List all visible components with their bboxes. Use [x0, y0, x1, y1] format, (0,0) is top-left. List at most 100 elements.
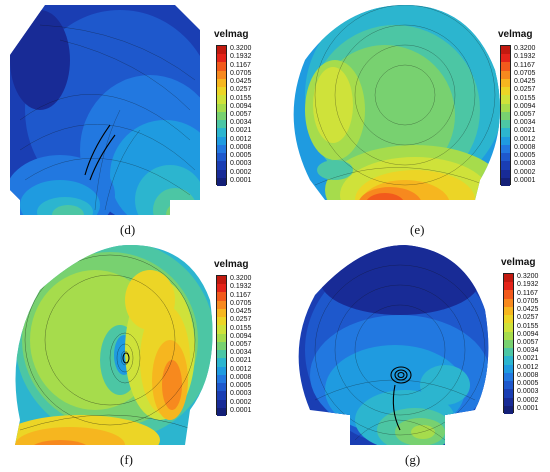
legend-swatch — [217, 62, 226, 72]
legend-swatch — [504, 356, 513, 366]
legend-swatch — [217, 292, 226, 302]
legend-level-label: 0.0012 — [514, 135, 536, 143]
legend-level-label: 0.0001 — [230, 176, 252, 184]
legend-swatch — [501, 144, 510, 154]
legend-swatch — [501, 136, 510, 146]
legend-level-label: 0.0094 — [517, 330, 539, 338]
legend-swatch — [217, 300, 226, 310]
legend-swatch — [217, 78, 226, 88]
legend-swatch — [501, 169, 510, 179]
legend-swatch — [501, 46, 510, 55]
legend-level-label: 0.1167 — [517, 289, 538, 297]
legend-level-label: 0.0705 — [230, 69, 252, 77]
legend-swatch — [217, 70, 226, 80]
legend-swatch — [217, 383, 226, 392]
legend-swatch — [504, 331, 513, 341]
legend-swatch — [217, 399, 226, 409]
legend-level-label: 0.0057 — [230, 341, 252, 348]
legend-level-label: 0.0257 — [230, 86, 252, 94]
legend-level-label: 0.0155 — [514, 94, 536, 102]
legend-level-label: 0.0705 — [514, 69, 536, 77]
legend-swatch — [501, 128, 510, 138]
legend-level-label: 0.0094 — [230, 102, 252, 110]
legend-swatch — [217, 161, 226, 171]
legend-level-label: 0.0008 — [230, 373, 252, 381]
legend-level-label: 0.0034 — [230, 119, 252, 127]
legend-swatch — [504, 397, 513, 407]
legend-swatch — [217, 308, 226, 318]
legend-level-label: 0.0005 — [517, 380, 539, 388]
legend-swatch — [504, 372, 513, 382]
legend-swatch — [501, 161, 510, 171]
legend-color-bar — [216, 275, 227, 417]
legend-level-label: 0.3200 — [514, 45, 536, 53]
legend-level-label: 0.0001 — [514, 176, 536, 184]
legend-swatch — [217, 169, 226, 179]
legend-level-label: 0.0155 — [230, 324, 252, 332]
legend-level-label: 0.0002 — [514, 168, 536, 176]
legend-level-label: 0.1167 — [514, 61, 535, 69]
legend-level-label: 0.0012 — [230, 135, 252, 143]
legend-level-label: 0.0425 — [230, 78, 252, 86]
legend-swatch — [501, 103, 510, 113]
legend-swatch — [501, 120, 510, 129]
legend-level-label: 0.0705 — [517, 297, 539, 305]
legend-swatch — [504, 290, 513, 300]
legend-level-label: 0.0008 — [517, 371, 539, 379]
panel-e: velmag 0.3200 0.1932 0.1167 0.0705 0.0425 0.0… — [275, 0, 550, 240]
legend-level-label: 0.0003 — [517, 388, 539, 396]
legend-title: velmag — [214, 259, 249, 270]
legend-level-label: 0.0005 — [230, 382, 252, 390]
panel-d: velmag 0.3200 0.1932 0.1167 0.0705 0.0425 0.0… — [0, 0, 280, 240]
legend-title: velmag — [501, 257, 536, 268]
legend-level-label: 0.0425 — [514, 78, 536, 86]
legend-color-bar — [216, 45, 227, 187]
legend-swatch — [217, 46, 226, 55]
legend-swatch — [504, 298, 513, 308]
legend-level-label: 0.0001 — [230, 406, 252, 414]
legend-swatch — [217, 358, 226, 368]
legend-level-label: 0.0003 — [230, 160, 252, 168]
legend-swatch — [217, 144, 226, 154]
legend-level-label: 0.0002 — [230, 168, 252, 176]
legend-level-label: 0.0094 — [514, 102, 536, 110]
contour-plot-d — [10, 5, 200, 215]
legend-level-label: 0.0002 — [517, 396, 539, 404]
legend-swatch — [217, 374, 226, 384]
legend-swatch — [504, 274, 513, 283]
legend-level-label: 0.0008 — [230, 143, 252, 151]
legend-color-bar — [500, 45, 511, 187]
legend-level-label: 0.0003 — [230, 390, 252, 398]
legend-swatch — [504, 405, 513, 415]
panel-caption: (e) — [410, 222, 425, 237]
legend-swatch — [501, 95, 510, 105]
legend-level-label: 0.1932 — [517, 281, 539, 289]
panel-caption: (f) — [120, 452, 133, 467]
legend-swatch — [504, 282, 513, 291]
legend-swatch — [504, 381, 513, 390]
legend-level-label: 0.0012 — [517, 363, 539, 371]
contour-plot-g — [298, 245, 489, 445]
panel-caption: (d) — [120, 222, 136, 237]
legend-level-label: 0.0003 — [514, 160, 536, 168]
legend-level-label: 0.3200 — [517, 273, 539, 281]
legend-swatch — [217, 333, 226, 343]
legend-swatch — [217, 341, 226, 351]
legend-swatch — [504, 348, 513, 357]
legend-level-label: 0.0057 — [517, 339, 539, 346]
legend-level-label: 0.0005 — [230, 152, 252, 160]
legend-swatch — [217, 120, 226, 129]
legend-level-label: 0.0002 — [230, 398, 252, 406]
legend-swatch — [501, 153, 510, 162]
legend-level-label: 0.0034 — [514, 119, 536, 127]
legend-swatch — [501, 111, 510, 121]
legend-level-label: 0.1932 — [230, 53, 252, 61]
legend-swatch — [217, 103, 226, 113]
legend-level-label: 0.0021 — [514, 127, 536, 135]
legend-swatch — [504, 315, 513, 324]
legend-swatch — [501, 177, 510, 187]
legend-level-label: 0.0008 — [514, 143, 536, 151]
legend-swatch — [217, 111, 226, 121]
legend-level-label: 0.1932 — [514, 53, 536, 61]
legend-swatch — [217, 350, 226, 359]
